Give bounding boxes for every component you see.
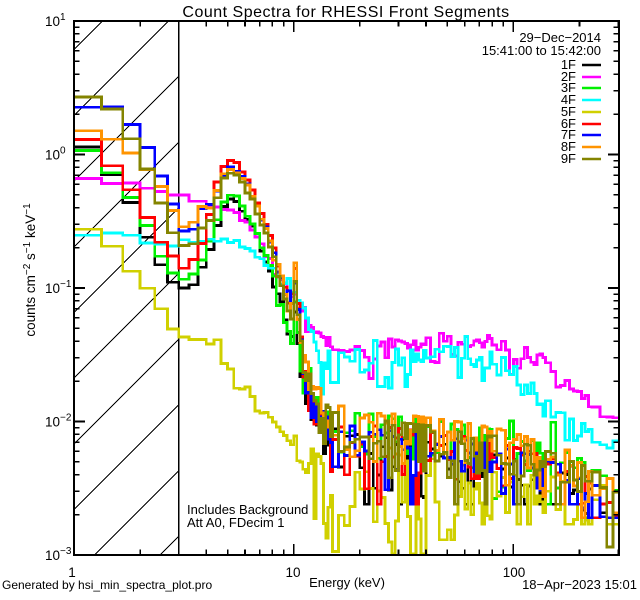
svg-text:10: 10 [45, 148, 60, 163]
svg-text:100: 100 [503, 565, 526, 580]
svg-text:Energy (keV): Energy (keV) [309, 575, 385, 590]
svg-text:10: 10 [45, 281, 60, 296]
svg-text:2F: 2F [561, 69, 576, 84]
svg-text:4F: 4F [561, 92, 576, 107]
svg-text:1: 1 [60, 12, 66, 23]
svg-text:1F: 1F [561, 57, 576, 72]
svg-text:5F: 5F [561, 104, 576, 119]
svg-text:−1: −1 [60, 279, 72, 290]
svg-text:1: 1 [68, 565, 76, 580]
svg-text:Att A0, FDecim 1: Att A0, FDecim 1 [187, 515, 285, 530]
svg-text:Generated by hsi_min_spectra_p: Generated by hsi_min_spectra_plot.pro [2, 578, 212, 592]
svg-text:15:41:00 to 15:42:00: 15:41:00 to 15:42:00 [482, 43, 601, 58]
svg-text:8F: 8F [561, 139, 576, 154]
svg-text:0: 0 [60, 146, 66, 157]
svg-text:29−Dec−2014: 29−Dec−2014 [519, 30, 601, 45]
svg-text:10: 10 [45, 415, 60, 430]
svg-text:counts cm−2 s−1 keV−1: counts cm−2 s−1 keV−1 [22, 203, 38, 337]
svg-text:6F: 6F [561, 116, 576, 131]
svg-text:Count Spectra for RHESSI Front: Count Spectra for RHESSI Front Segments [182, 4, 509, 21]
svg-text:10: 10 [285, 565, 300, 580]
svg-text:18−Apr−2023 15:01: 18−Apr−2023 15:01 [522, 577, 637, 592]
svg-text:−2: −2 [60, 413, 72, 424]
svg-text:10: 10 [45, 14, 60, 29]
svg-text:10: 10 [45, 548, 60, 563]
svg-text:−3: −3 [60, 546, 72, 557]
svg-text:3F: 3F [561, 80, 576, 95]
svg-text:Includes Background: Includes Background [187, 502, 308, 517]
svg-text:7F: 7F [561, 127, 576, 142]
svg-text:9F: 9F [561, 151, 576, 166]
